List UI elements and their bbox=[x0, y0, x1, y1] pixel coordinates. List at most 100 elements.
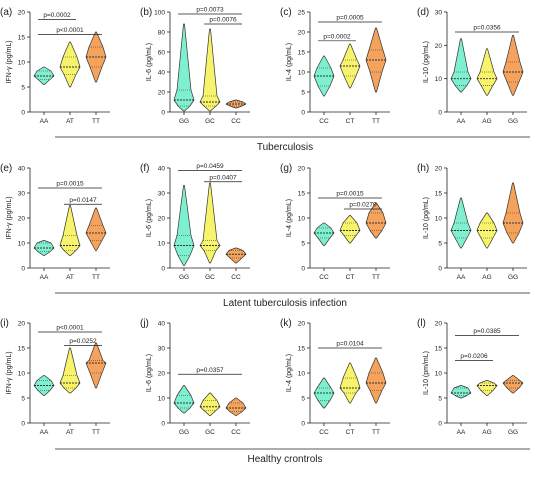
y-tick-label: 20 bbox=[158, 371, 166, 378]
y-tick-label: 15 bbox=[435, 346, 443, 353]
panel-tag: (i) bbox=[0, 318, 9, 329]
y-tick-label: 20 bbox=[18, 321, 26, 328]
y-tick-label: 15 bbox=[298, 346, 306, 353]
y-tick-label: 10 bbox=[435, 371, 443, 378]
x-tick-label: AA bbox=[40, 429, 49, 436]
x-tick-label: GG bbox=[508, 118, 518, 125]
y-tick-label: 5 bbox=[438, 241, 442, 248]
chart-panel: (d) 0 10 20 30 IL-10 (pg/mL) AA AG GG p=0.0356 bbox=[417, 7, 527, 125]
y-axis-label: IFN-γ (pg/mL) bbox=[6, 351, 13, 394]
y-axis-label: IL-4 (pg/mL) bbox=[286, 354, 293, 392]
y-tick-label: 5 bbox=[301, 90, 305, 97]
p-value-label: p=0.0407 bbox=[209, 174, 237, 181]
panel-tag: (g) bbox=[280, 163, 292, 174]
x-tick-label: AG bbox=[482, 274, 491, 281]
violin-GG bbox=[502, 375, 524, 394]
x-tick-label: AT bbox=[66, 274, 74, 281]
y-tick-label: 20 bbox=[435, 43, 443, 50]
y-tick-label: 0 bbox=[438, 110, 442, 117]
y-tick-label: 80 bbox=[158, 30, 166, 37]
y-tick-label: 0 bbox=[21, 266, 25, 273]
y-tick-label: 30 bbox=[435, 10, 443, 17]
x-tick-label: TT bbox=[372, 274, 380, 281]
violin-CT bbox=[339, 362, 361, 404]
x-tick-label: GG bbox=[508, 429, 518, 436]
y-tick-label: 0 bbox=[161, 266, 165, 273]
group-label: Latent tuberculosis infection bbox=[223, 298, 347, 309]
violin-GG bbox=[502, 34, 524, 96]
violin-CC bbox=[225, 397, 247, 416]
chart-panel: (c) 0 5 10 15 20 25 IL-4 (pg/mL) CC CT TT p=0.0005 p… bbox=[280, 7, 390, 125]
y-tick-label: 20 bbox=[435, 321, 443, 328]
x-tick-label: CT bbox=[346, 274, 355, 281]
y-tick-label: 60 bbox=[158, 50, 166, 57]
panel-tag: (e) bbox=[0, 163, 12, 174]
x-tick-label: GC bbox=[205, 429, 215, 436]
y-tick-label: 0 bbox=[161, 110, 165, 117]
panel-tag: (d) bbox=[417, 7, 429, 18]
x-tick-label: CT bbox=[346, 429, 355, 436]
chart-panel: (h) 0 5 10 15 20 IL-10 (pg/mL) AA AG GG bbox=[417, 163, 527, 281]
p-value-label: p=0.0015 bbox=[56, 181, 84, 188]
x-tick-label: AA bbox=[40, 274, 49, 281]
violin-TT bbox=[85, 342, 107, 389]
p-value-label: p=0.0015 bbox=[336, 191, 364, 198]
x-tick-label: TT bbox=[92, 274, 100, 281]
x-tick-label: GC bbox=[205, 274, 215, 281]
x-tick-label: CT bbox=[346, 118, 355, 125]
chart-panel: (k) 0 5 10 15 20 IL-4 (pg/mL) CC CT TT p=0.0104 bbox=[280, 318, 390, 436]
y-tick-label: 10 bbox=[18, 60, 26, 67]
y-axis-label: IFN-γ (pg/mL) bbox=[6, 40, 13, 83]
p-value-label: p=0.0270 bbox=[349, 202, 377, 209]
x-tick-label: AT bbox=[66, 429, 74, 436]
x-tick-label: GG bbox=[179, 274, 189, 281]
y-axis-label: IFN-γ (pg/mL) bbox=[6, 196, 13, 239]
x-tick-label: CC bbox=[231, 118, 241, 125]
violin-AT bbox=[59, 41, 81, 88]
x-tick-label: GG bbox=[179, 118, 189, 125]
violin-AA bbox=[450, 385, 472, 399]
chart-panel: (e) 0 10 20 30 40 IFN-γ (pg/mL) AA AT TT p=0.0015 p… bbox=[0, 163, 110, 281]
x-tick-label: TT bbox=[372, 118, 380, 125]
y-tick-label: 0 bbox=[301, 266, 305, 273]
violin-GG bbox=[173, 385, 195, 414]
y-tick-label: 0 bbox=[438, 266, 442, 273]
x-tick-label: CC bbox=[319, 274, 329, 281]
y-axis-label: IL-4 (pg/mL) bbox=[286, 199, 293, 237]
p-value-label: p<0.0001 bbox=[56, 325, 84, 332]
violin-GC bbox=[199, 392, 221, 416]
violin-GG bbox=[173, 185, 195, 266]
x-tick-label: AA bbox=[40, 118, 49, 125]
y-tick-label: 10 bbox=[18, 371, 26, 378]
y-tick-label: 40 bbox=[158, 70, 166, 77]
p-value-label: p=0.0459 bbox=[196, 163, 224, 170]
p-value-label: p=0.0147 bbox=[69, 197, 97, 204]
panel-tag: (k) bbox=[280, 318, 292, 329]
y-tick-label: 40 bbox=[158, 166, 166, 173]
y-tick-label: 40 bbox=[18, 166, 26, 173]
y-axis-label: IL-6 (pg/mL) bbox=[146, 199, 153, 237]
p-value-label: p=0.0357 bbox=[196, 367, 224, 374]
y-tick-label: 0 bbox=[301, 110, 305, 117]
y-tick-label: 15 bbox=[18, 346, 26, 353]
p-value-label: p=0.0252 bbox=[69, 338, 97, 345]
y-tick-label: 10 bbox=[435, 216, 443, 223]
y-tick-label: 0 bbox=[21, 421, 25, 428]
p-value-label: p=0.0356 bbox=[473, 25, 501, 32]
y-tick-label: 0 bbox=[161, 421, 165, 428]
p-value-label: p=0.0002 bbox=[323, 33, 351, 40]
y-tick-label: 15 bbox=[435, 191, 443, 198]
group-label: Tuberculosis bbox=[257, 142, 313, 153]
violin-AA bbox=[450, 38, 472, 93]
chart-panel: (b) 0 20 40 60 80 100 IL-6 (pg/mL) GG GC CC p=0.007… bbox=[140, 7, 250, 125]
violin-TT bbox=[365, 357, 387, 404]
x-tick-label: GG bbox=[508, 274, 518, 281]
y-tick-label: 10 bbox=[298, 216, 306, 223]
y-tick-label: 10 bbox=[18, 241, 26, 248]
chart-panel: (j) 0 10 20 30 40 IL-6 (pg/mL) GG GC CC p=0.0357 bbox=[140, 318, 250, 436]
p-value-label: p=0.0385 bbox=[473, 328, 501, 335]
y-axis-label: IL-10 (pg/mL) bbox=[423, 197, 430, 239]
y-tick-label: 20 bbox=[298, 30, 306, 37]
violin-TT bbox=[85, 207, 107, 251]
